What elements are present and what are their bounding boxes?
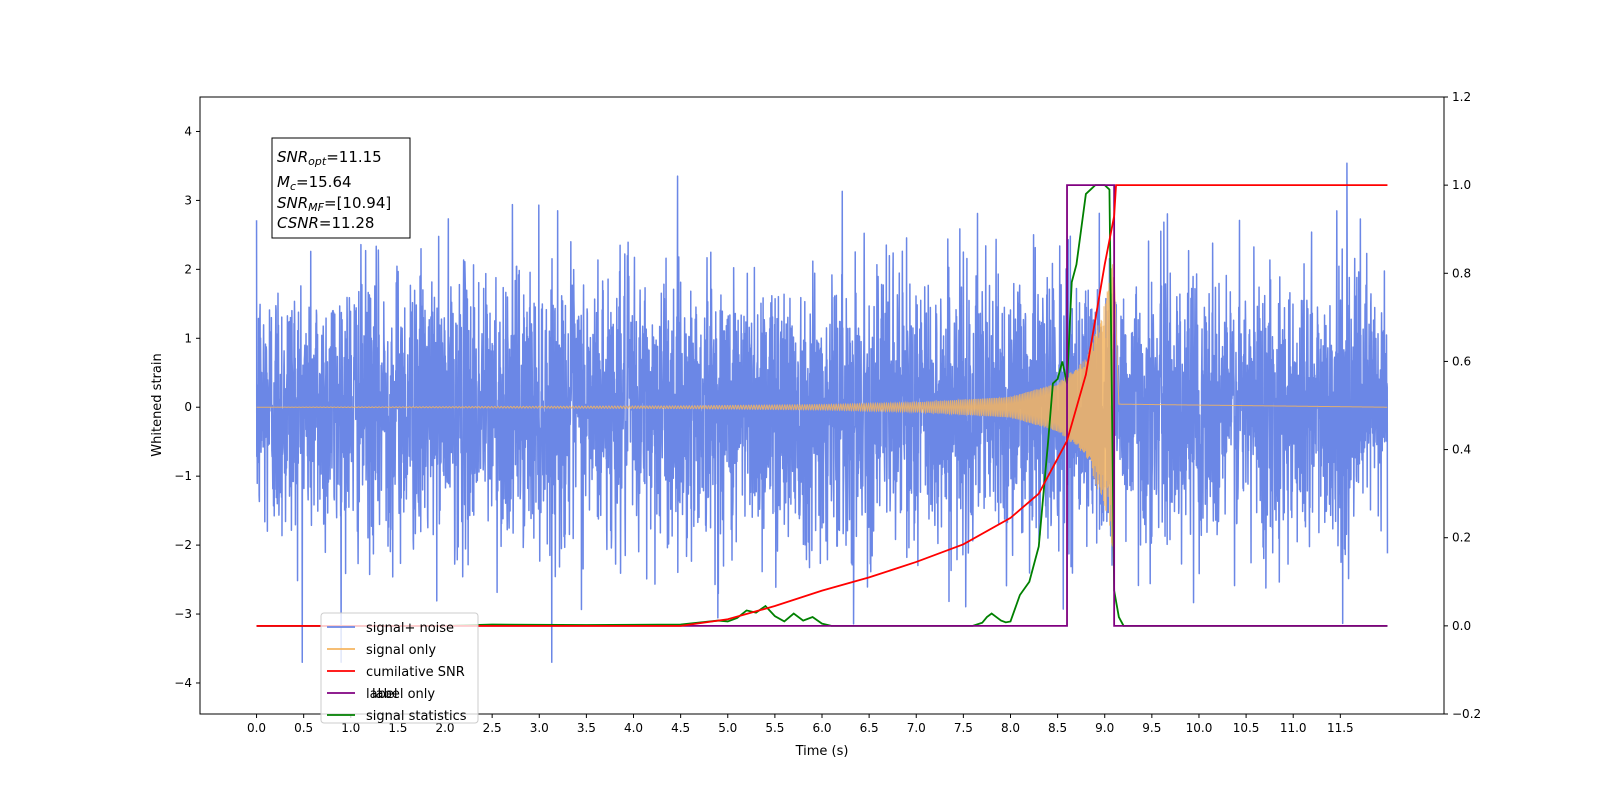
x-tick-label: 7.0 bbox=[907, 721, 926, 735]
stat-mc-value: =15.64 bbox=[296, 173, 352, 191]
x-tick-label: 9.5 bbox=[1142, 721, 1161, 735]
stats-box: SNRopt=11.15 Mc=15.64 SNRMF=[10.94] CSNR… bbox=[271, 137, 411, 239]
y-right-tick-label: 0.0 bbox=[1452, 619, 1471, 633]
x-tick-label: 4.5 bbox=[671, 721, 690, 735]
stat-snr-mf-subscript: MF bbox=[308, 201, 324, 214]
y-left-tick-label: −3 bbox=[174, 607, 192, 621]
y-right-tick-label: 0.2 bbox=[1452, 531, 1471, 545]
stat-snr-mf-symbol: SNR bbox=[277, 194, 308, 212]
legend: signal+ noise signal only cumilative SNR la… bbox=[320, 612, 479, 724]
stat-mc: Mc=15.64 bbox=[277, 173, 352, 193]
x-tick-label: 0.0 bbox=[247, 721, 266, 735]
x-tick-label: 11.5 bbox=[1327, 721, 1354, 735]
x-tick-label: 1.5 bbox=[388, 721, 407, 735]
x-tick-label: 5.5 bbox=[765, 721, 784, 735]
series-signal-noise bbox=[255, 162, 1389, 664]
stat-csnr-symbol: CSNR bbox=[277, 214, 319, 232]
stat-mc-subscript: c bbox=[290, 180, 296, 193]
series-signal-only bbox=[256, 264, 1388, 547]
stat-snr-mf-value: =[10.94] bbox=[324, 194, 391, 212]
legend-label-signal-statistics: signal statistics bbox=[366, 709, 467, 724]
y-right-tick-label: 1.2 bbox=[1452, 90, 1471, 104]
y-right-tick-label: 0.4 bbox=[1452, 443, 1471, 457]
x-tick-label: 5.0 bbox=[718, 721, 737, 735]
x-tick-label: 6.5 bbox=[860, 721, 879, 735]
x-tick-label: 2.0 bbox=[435, 721, 454, 735]
stat-snr-opt-symbol: SNR bbox=[277, 148, 308, 166]
stat-csnr-value: =11.28 bbox=[319, 214, 375, 232]
y-left-tick-label: −1 bbox=[174, 469, 192, 483]
y-left-tick-label: −4 bbox=[174, 676, 192, 690]
stat-csnr: CSNR=11.28 bbox=[277, 214, 374, 232]
y-right-tick-label: 1.0 bbox=[1452, 178, 1471, 192]
x-tick-label: 10.5 bbox=[1233, 721, 1260, 735]
y-left-tick-label: 0 bbox=[184, 400, 192, 414]
x-tick-label: 6.0 bbox=[812, 721, 831, 735]
x-tick-label: 8.5 bbox=[1048, 721, 1067, 735]
x-tick-label: 10.0 bbox=[1186, 721, 1213, 735]
series-label bbox=[256, 184, 1388, 627]
x-axis-label: Time (s) bbox=[795, 744, 849, 759]
y-right-tick-label: −0.2 bbox=[1452, 707, 1481, 721]
x-tick-label: 2.5 bbox=[483, 721, 502, 735]
x-tick-label: 4.0 bbox=[624, 721, 643, 735]
x-tick-label: 3.5 bbox=[577, 721, 596, 735]
y-left-tick-label: 2 bbox=[184, 262, 192, 276]
x-tick-label: 0.5 bbox=[294, 721, 313, 735]
y-left-tick-label: 3 bbox=[184, 193, 192, 207]
legend-label-signal-noise: signal+ noise bbox=[366, 621, 454, 636]
legend-label-label-only: label only bbox=[372, 687, 435, 702]
y-right-tick-label: 0.6 bbox=[1452, 354, 1471, 368]
stat-snr-opt-subscript: opt bbox=[308, 155, 327, 168]
stat-snr-opt: SNRopt=11.15 bbox=[277, 148, 382, 168]
x-tick-label: 11.0 bbox=[1280, 721, 1307, 735]
y-axis-right-ticks: 1.2 1.0 0.8 0.6 0.4 0.2 0.0 −0.2 bbox=[1444, 90, 1481, 721]
x-axis-ticks: 0.0 0.5 1.0 1.5 2.0 2.5 3.0 3.5 4.0 4.5 5.0 5.5 6.0 6… bbox=[247, 714, 1354, 735]
x-tick-label: 1.0 bbox=[341, 721, 360, 735]
x-tick-label: 7.5 bbox=[954, 721, 973, 735]
y-right-tick-label: 0.8 bbox=[1452, 266, 1471, 280]
legend-label-label: label bbox=[366, 687, 397, 702]
y-left-tick-label: 1 bbox=[184, 331, 192, 345]
y-axis-left-ticks: 4 3 2 1 0 −1 −2 −3 −4 bbox=[174, 124, 200, 690]
stat-snr-opt-value: =11.15 bbox=[326, 148, 382, 166]
series-signal-statistics bbox=[256, 184, 1388, 627]
x-tick-label: 9.0 bbox=[1095, 721, 1114, 735]
plot-area bbox=[255, 162, 1389, 664]
legend-label-cumilative-snr: cumilative SNR bbox=[366, 665, 465, 680]
stat-snr-mf: SNRMF=[10.94] bbox=[277, 194, 391, 214]
y-axis-left-label: Whitened strain bbox=[150, 353, 165, 456]
y-left-tick-label: −2 bbox=[174, 538, 192, 552]
stat-mc-symbol: M bbox=[277, 173, 290, 191]
x-tick-label: 8.0 bbox=[1001, 721, 1020, 735]
legend-label-signal-only: signal only bbox=[366, 643, 436, 658]
x-tick-label: 3.0 bbox=[530, 721, 549, 735]
y-left-tick-label: 4 bbox=[184, 124, 192, 138]
series-cumilative-snr bbox=[256, 184, 1388, 627]
